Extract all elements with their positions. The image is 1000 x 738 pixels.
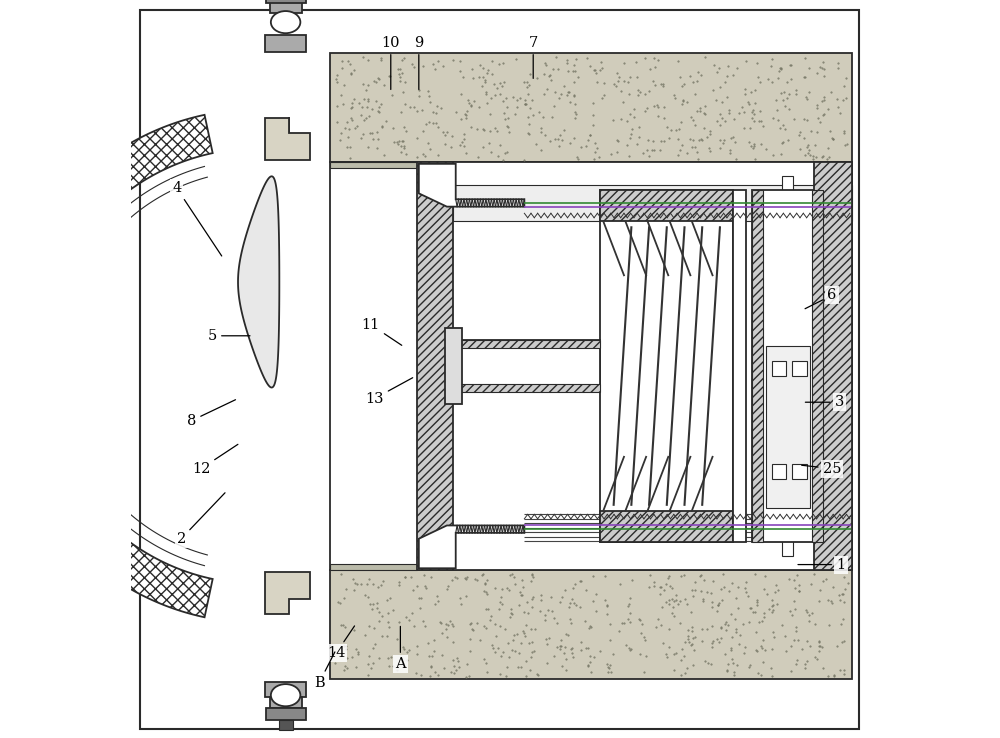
Polygon shape: [419, 164, 524, 207]
Bar: [792, 464, 807, 479]
Bar: [453, 340, 600, 392]
Polygon shape: [265, 572, 310, 614]
Bar: [330, 570, 852, 679]
Bar: [733, 190, 746, 542]
Text: 13: 13: [365, 378, 413, 405]
Text: 2: 2: [177, 493, 225, 545]
Bar: [600, 190, 733, 221]
Text: 6: 6: [805, 289, 837, 308]
Bar: [330, 564, 417, 570]
Text: 5: 5: [208, 329, 250, 342]
Bar: [417, 162, 453, 570]
Bar: [266, 708, 306, 720]
Bar: [330, 162, 417, 168]
Text: 11: 11: [362, 318, 402, 345]
Bar: [266, 0, 306, 3]
Text: 4: 4: [172, 182, 222, 256]
Bar: [752, 190, 763, 542]
Bar: [814, 162, 852, 570]
Text: 8: 8: [187, 400, 236, 427]
Bar: [279, 720, 293, 730]
Polygon shape: [265, 118, 310, 160]
Text: B: B: [314, 652, 335, 689]
Ellipse shape: [271, 11, 300, 33]
Bar: [453, 340, 600, 348]
Bar: [752, 190, 823, 542]
Bar: [270, 697, 302, 708]
Bar: [330, 162, 852, 570]
Bar: [600, 511, 733, 542]
Bar: [330, 53, 852, 162]
Text: 12: 12: [192, 444, 238, 475]
Text: 3: 3: [805, 396, 844, 409]
Polygon shape: [1, 115, 213, 617]
Bar: [265, 35, 306, 52]
Text: 1: 1: [798, 558, 846, 571]
Bar: [812, 190, 823, 542]
Bar: [792, 361, 807, 376]
Text: 7: 7: [529, 36, 538, 78]
Polygon shape: [419, 525, 524, 568]
Text: 25: 25: [802, 462, 841, 475]
Bar: [265, 682, 306, 697]
Text: 14: 14: [327, 626, 355, 660]
Text: 10: 10: [382, 36, 400, 89]
Text: 9: 9: [414, 36, 423, 89]
Bar: [766, 346, 810, 508]
Bar: [772, 361, 786, 376]
Bar: [445, 328, 462, 404]
Polygon shape: [238, 176, 279, 387]
Ellipse shape: [271, 684, 300, 706]
Text: A: A: [395, 627, 406, 671]
Bar: [453, 384, 600, 392]
Bar: [453, 184, 852, 221]
Bar: [600, 190, 733, 542]
Bar: [270, 1, 302, 13]
Bar: [782, 176, 793, 556]
Bar: [772, 464, 786, 479]
